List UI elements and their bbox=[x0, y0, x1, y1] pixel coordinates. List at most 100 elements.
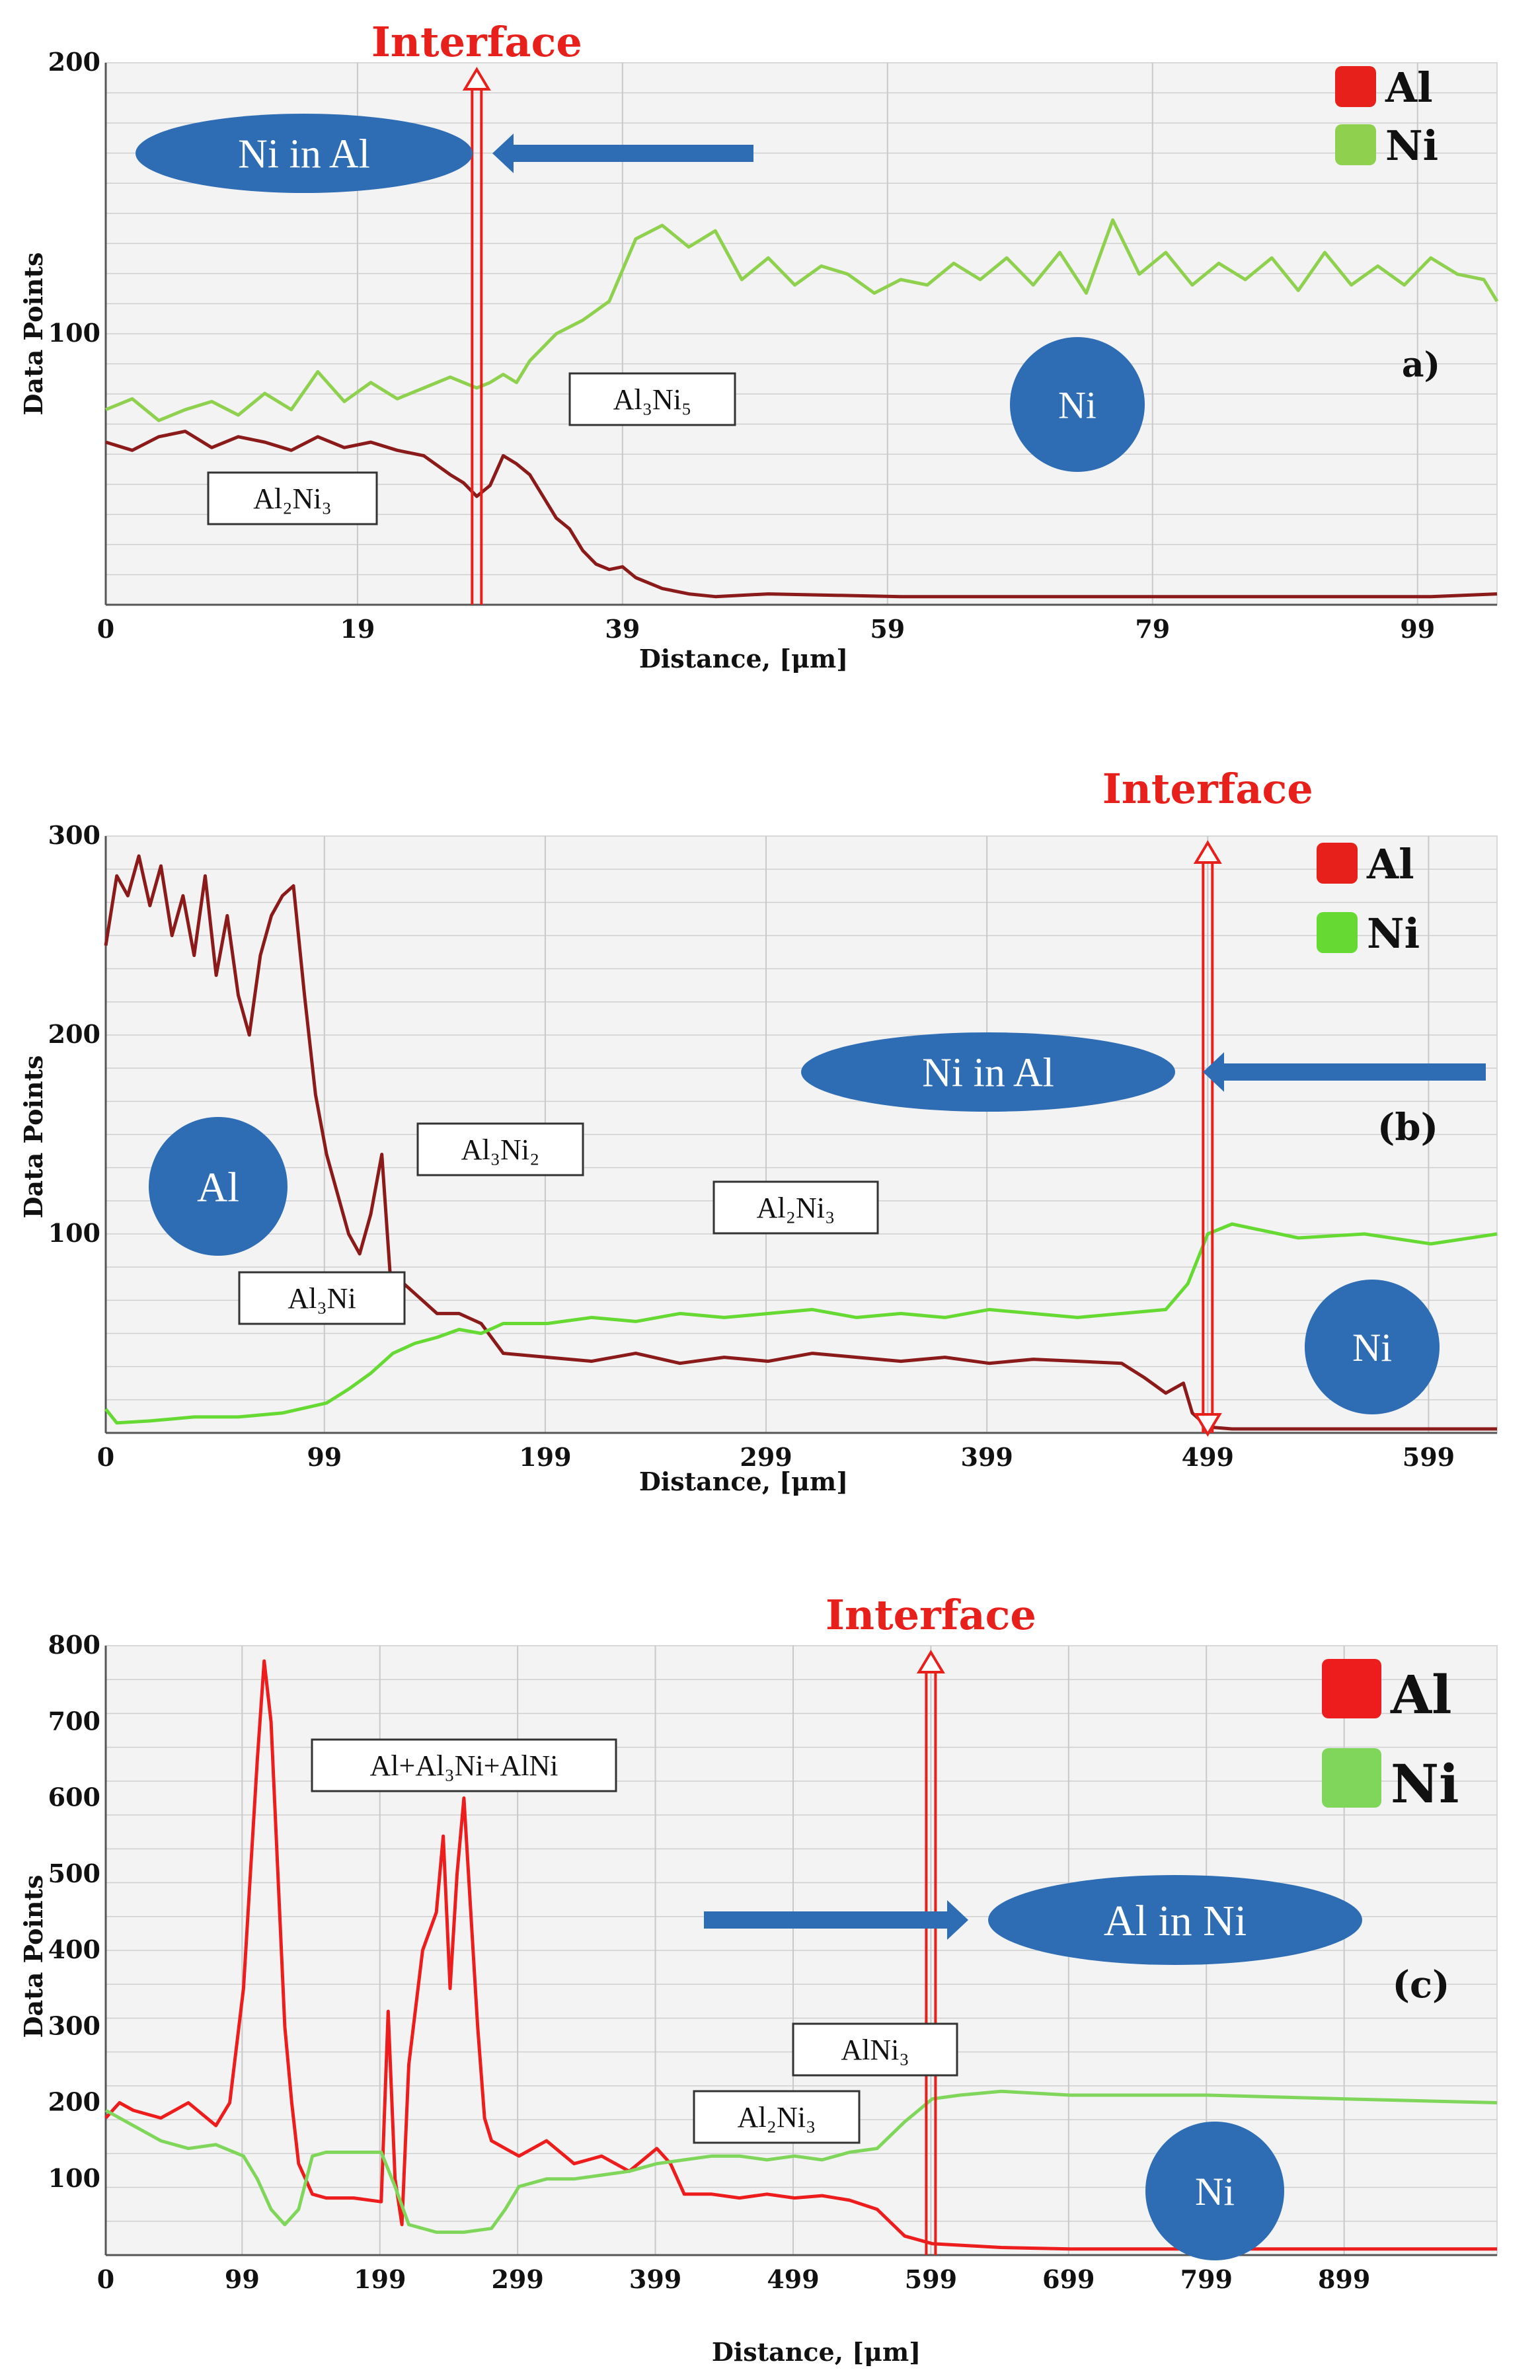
interface-marker: Interface bbox=[1102, 765, 1313, 1437]
phase-label: Al₃Ni₅ bbox=[613, 383, 692, 416]
legend: Al Ni bbox=[1322, 1659, 1459, 1815]
phase-box: Al₃Ni bbox=[238, 1271, 406, 1325]
diffusion-ellipse bbox=[135, 114, 473, 193]
x-tick-label: 19 bbox=[340, 614, 375, 644]
x-tick-label: 199 bbox=[354, 2264, 406, 2294]
region-circle bbox=[1305, 1280, 1440, 1414]
x-tick-label: 399 bbox=[629, 2264, 681, 2294]
x-tick-label: 0 bbox=[97, 2264, 114, 2294]
phase-box: Al+Al₃Ni+AlNi bbox=[311, 1738, 617, 1792]
x-axis-label: Distance, [μm] bbox=[712, 2337, 921, 2367]
y-tick-label: 600 bbox=[48, 1783, 100, 1812]
phase-box-frame bbox=[416, 1122, 584, 1176]
diffusion-ellipse bbox=[801, 1032, 1175, 1112]
phase-box: Al₃Ni₂ bbox=[416, 1122, 584, 1176]
y-tick-label: 400 bbox=[48, 1935, 100, 1964]
interface-label: Interface bbox=[371, 18, 582, 66]
panel-label: (b) bbox=[1377, 1106, 1438, 1149]
y-axis-label: Data Points bbox=[19, 1056, 48, 1219]
phase-box: Al₂Ni₃ bbox=[712, 1180, 879, 1235]
phase-box-frame bbox=[238, 1271, 406, 1325]
diffusion-label: Ni in Al bbox=[238, 132, 370, 177]
x-tick-label: 899 bbox=[1318, 2264, 1370, 2294]
series-line-ni bbox=[105, 218, 1499, 422]
interface-label: Interface bbox=[1102, 765, 1313, 813]
legend-swatch-al bbox=[1335, 66, 1376, 107]
interface-arrowhead-bottom bbox=[1193, 1413, 1222, 1437]
y-tick-label: 800 bbox=[48, 1630, 100, 1660]
x-tick-label: 0 bbox=[97, 614, 114, 644]
x-axis-label: Distance, [μm] bbox=[639, 644, 848, 673]
x-axis-label: Distance, [μm] bbox=[639, 1467, 848, 1496]
region-label: Ni bbox=[1195, 2170, 1235, 2213]
x-tick-label: 499 bbox=[1182, 1442, 1234, 1472]
x-tick-label: 99 bbox=[307, 1442, 342, 1472]
y-tick-label: 300 bbox=[48, 2011, 100, 2040]
region-circle bbox=[1145, 2122, 1284, 2260]
phase-box-frame bbox=[792, 2022, 958, 2077]
x-tick-label: 599 bbox=[905, 2264, 957, 2294]
legend-swatch-al bbox=[1322, 1659, 1381, 1718]
region-label: Al bbox=[197, 1163, 239, 1210]
legend-swatch-ni bbox=[1335, 124, 1376, 165]
y-tick-label: 100 bbox=[48, 2163, 100, 2193]
phase-box-frame bbox=[568, 372, 736, 426]
diffusion-arrow-head bbox=[492, 134, 514, 173]
series-line-al bbox=[105, 430, 1498, 599]
phase-box-frame bbox=[311, 1738, 617, 1792]
x-tick-label: 299 bbox=[491, 2264, 543, 2294]
legend-swatch-ni bbox=[1322, 1748, 1381, 1808]
phase-label: Al₂Ni₃ bbox=[253, 482, 332, 515]
phase-box: Al₂Ni₃ bbox=[207, 471, 378, 525]
legend-swatch-al bbox=[1317, 843, 1358, 884]
panel-label: (c) bbox=[1392, 1963, 1449, 2007]
series-line-al bbox=[104, 854, 1497, 1431]
series-line-ni bbox=[104, 2089, 1498, 2234]
x-tick-label: 199 bbox=[519, 1442, 571, 1472]
legend: Al Ni bbox=[1335, 63, 1438, 170]
phase-box: Al₂Ni₃ bbox=[693, 2090, 861, 2144]
diffusion-arrow-head bbox=[1203, 1052, 1224, 1092]
phase-box-frame bbox=[207, 471, 378, 525]
diffusion-arrow-head bbox=[947, 1900, 968, 1940]
y-tick-label: 100 bbox=[48, 1218, 100, 1248]
y-tick-label: 700 bbox=[48, 1706, 100, 1736]
phase-box-frame bbox=[712, 1180, 879, 1235]
region-label: Ni bbox=[1352, 1326, 1392, 1369]
y-tick-label: 200 bbox=[48, 2087, 100, 2117]
y-tick-label: 200 bbox=[48, 47, 100, 77]
legend-label-al: Al bbox=[1366, 840, 1414, 888]
interface-marker: Interface bbox=[826, 1591, 1036, 2255]
x-tick-label: 499 bbox=[767, 2264, 819, 2294]
legend-label-al: Al bbox=[1385, 63, 1433, 112]
phase-label: AlNi₃ bbox=[841, 2034, 909, 2066]
x-tick-label: 299 bbox=[740, 1442, 792, 1472]
interface-label: Interface bbox=[826, 1591, 1036, 1639]
chart-panel-3: 0 99 199 299 399 499 599 699 799 899 100 200 300 400 5… bbox=[19, 1591, 1498, 2367]
diffusion-label: Al in Ni bbox=[1104, 1897, 1247, 1945]
legend-label-ni: Ni bbox=[1367, 909, 1420, 958]
phase-label: Al+Al₃Ni+AlNi bbox=[370, 1749, 558, 1782]
interface-arrowhead bbox=[916, 1650, 945, 1673]
x-tick-label: 59 bbox=[870, 614, 905, 644]
legend-label-al: Al bbox=[1390, 1664, 1451, 1726]
diffusion-ellipse bbox=[988, 1875, 1362, 1965]
chart-panel-2: 0991992993994995991002003000Distance, [μ… bbox=[19, 765, 1498, 1496]
x-tick-label: 799 bbox=[1180, 2264, 1233, 2294]
legend-swatch-ni bbox=[1317, 912, 1358, 953]
chart-panel-1: 019395979991002000Distance, [μm]Data Poi… bbox=[19, 18, 1499, 673]
x-tick-label: 39 bbox=[605, 614, 640, 644]
phase-box: AlNi₃ bbox=[792, 2022, 958, 2077]
legend: Al Ni bbox=[1317, 840, 1420, 958]
phase-box-frame bbox=[693, 2090, 861, 2144]
y-tick-label: 500 bbox=[48, 1859, 100, 1888]
x-tick-label: 99 bbox=[225, 2264, 260, 2294]
phase-box: Al₃Ni₅ bbox=[568, 372, 736, 426]
x-tick-label: 0 bbox=[97, 1442, 114, 1472]
y-tick-label: 100 bbox=[48, 318, 100, 348]
phase-label: Al₃Ni₂ bbox=[461, 1133, 540, 1166]
x-tick-label: 599 bbox=[1403, 1442, 1455, 1472]
region-circle bbox=[1010, 337, 1145, 472]
region-circle bbox=[149, 1117, 288, 1256]
